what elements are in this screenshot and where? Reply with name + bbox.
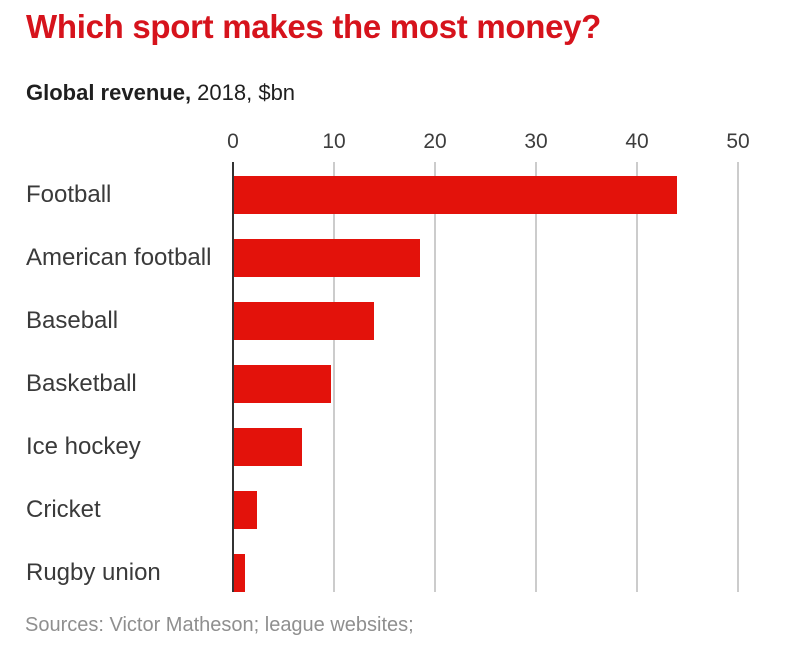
bar-football	[233, 176, 678, 214]
category-label: American football	[26, 244, 212, 271]
bar-cricket	[233, 491, 258, 529]
y-axis-line	[232, 162, 234, 592]
x-axis-tick-label: 50	[726, 130, 750, 153]
category-labels: Football American football Baseball Basketb…	[26, 162, 231, 592]
source-note: Sources: Victor Matheson; league website…	[25, 614, 414, 636]
bar-american-football	[233, 239, 420, 277]
category-label: Football	[26, 181, 112, 208]
bar-basketball	[233, 365, 331, 403]
gridline	[333, 162, 335, 592]
category-label: Cricket	[26, 496, 101, 523]
bar-baseball	[233, 302, 375, 340]
x-axis-tick-label: 10	[322, 130, 346, 153]
gridline	[737, 162, 739, 592]
x-axis-tick-label: 40	[625, 130, 649, 153]
x-axis-tick-labels: 0 10 20 30 40 50	[0, 130, 786, 158]
gridline	[636, 162, 638, 592]
x-axis-tick-label: 0	[227, 130, 239, 153]
chart-subtitle: Global revenue, 2018, $bn	[26, 80, 295, 106]
subtitle-bold-part: Global revenue,	[26, 80, 192, 105]
plot-area	[232, 162, 739, 592]
x-axis-tick-label: 20	[423, 130, 447, 153]
category-label: Basketball	[26, 370, 137, 397]
category-label: Ice hockey	[26, 433, 141, 460]
category-label: Rugby union	[26, 559, 161, 586]
subtitle-rest-part: 2018, $bn	[191, 80, 296, 105]
gridline	[535, 162, 537, 592]
bar-ice-hockey	[233, 428, 302, 466]
chart-title: Which sport makes the most money?	[26, 8, 602, 45]
bar-rugby-union	[233, 554, 246, 592]
category-label: Baseball	[26, 307, 119, 334]
gridline	[434, 162, 436, 592]
x-axis-tick-label: 30	[524, 130, 548, 153]
